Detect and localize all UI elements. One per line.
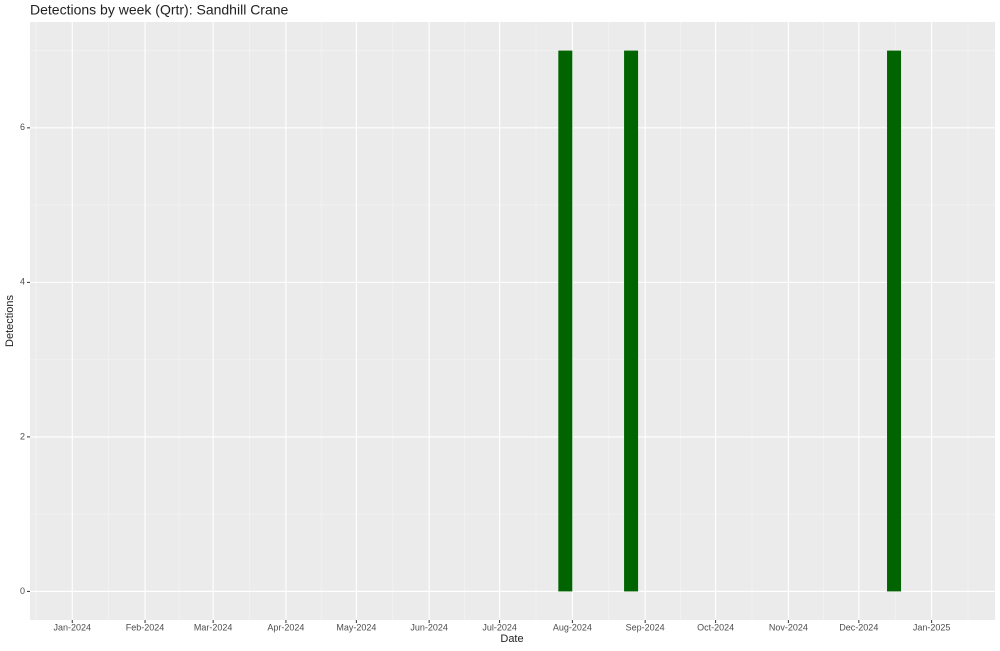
x-tick-label: Jan-2025: [913, 622, 951, 632]
grid: [30, 22, 995, 620]
x-tick-label: Apr-2024: [267, 622, 304, 632]
x-tick-label: Jul-2024: [482, 622, 517, 632]
chart-title: Detections by week (Qrtr): Sandhill Cran…: [30, 2, 289, 18]
y-tick-label: 0: [20, 586, 25, 596]
y-axis-label: Detections: [4, 295, 16, 347]
marks: [558, 50, 902, 592]
x-tick-label: Feb-2024: [126, 622, 165, 632]
y-tick-label: 2: [20, 431, 25, 441]
x-tick-label: May-2024: [336, 622, 376, 632]
x-tick-label: Oct-2024: [697, 622, 734, 632]
bar: [558, 50, 573, 592]
y-tick-label: 6: [20, 122, 25, 132]
y-tick-label: 4: [20, 277, 25, 287]
x-tick-label: Nov-2024: [769, 622, 808, 632]
x-tick-label: Jan-2024: [53, 622, 91, 632]
x-tick-label: Mar-2024: [194, 622, 233, 632]
bar: [624, 50, 639, 592]
x-tick-label: Jun-2024: [410, 622, 448, 632]
x-axis-label: Date: [500, 633, 523, 645]
x-tick-label: Dec-2024: [839, 622, 878, 632]
x-tick-label: Sep-2024: [626, 622, 665, 632]
x-tick-label: Aug-2024: [553, 622, 592, 632]
bar: [887, 50, 902, 592]
panel: [30, 22, 995, 620]
